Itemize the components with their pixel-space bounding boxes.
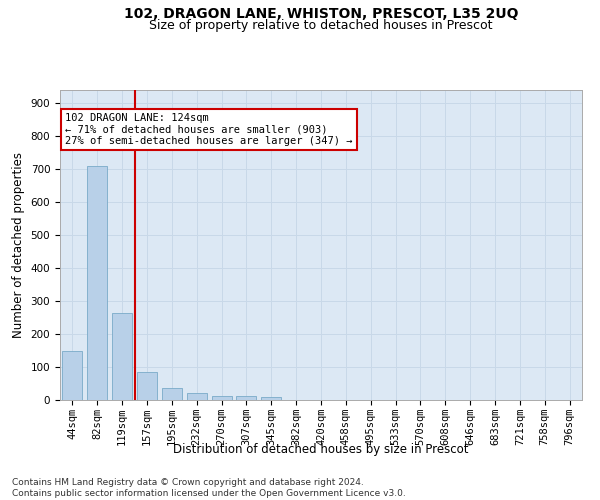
Bar: [262, 396, 281, 400]
Text: 102 DRAGON LANE: 124sqm
← 71% of detached houses are smaller (903)
27% of semi-d: 102 DRAGON LANE: 124sqm ← 71% of detache…: [65, 113, 352, 146]
Text: 102, DRAGON LANE, WHISTON, PRESCOT, L35 2UQ: 102, DRAGON LANE, WHISTON, PRESCOT, L35 …: [124, 8, 518, 22]
Bar: [88, 166, 107, 400]
Text: Size of property relative to detached houses in Prescot: Size of property relative to detached ho…: [149, 18, 493, 32]
Bar: [112, 312, 132, 400]
Bar: [212, 396, 232, 400]
Bar: [137, 372, 157, 400]
Bar: [187, 392, 206, 400]
Text: Distribution of detached houses by size in Prescot: Distribution of detached houses by size …: [173, 442, 469, 456]
Bar: [62, 350, 82, 400]
Text: Contains HM Land Registry data © Crown copyright and database right 2024.
Contai: Contains HM Land Registry data © Crown c…: [12, 478, 406, 498]
Y-axis label: Number of detached properties: Number of detached properties: [12, 152, 25, 338]
Bar: [162, 388, 182, 400]
Bar: [236, 396, 256, 400]
